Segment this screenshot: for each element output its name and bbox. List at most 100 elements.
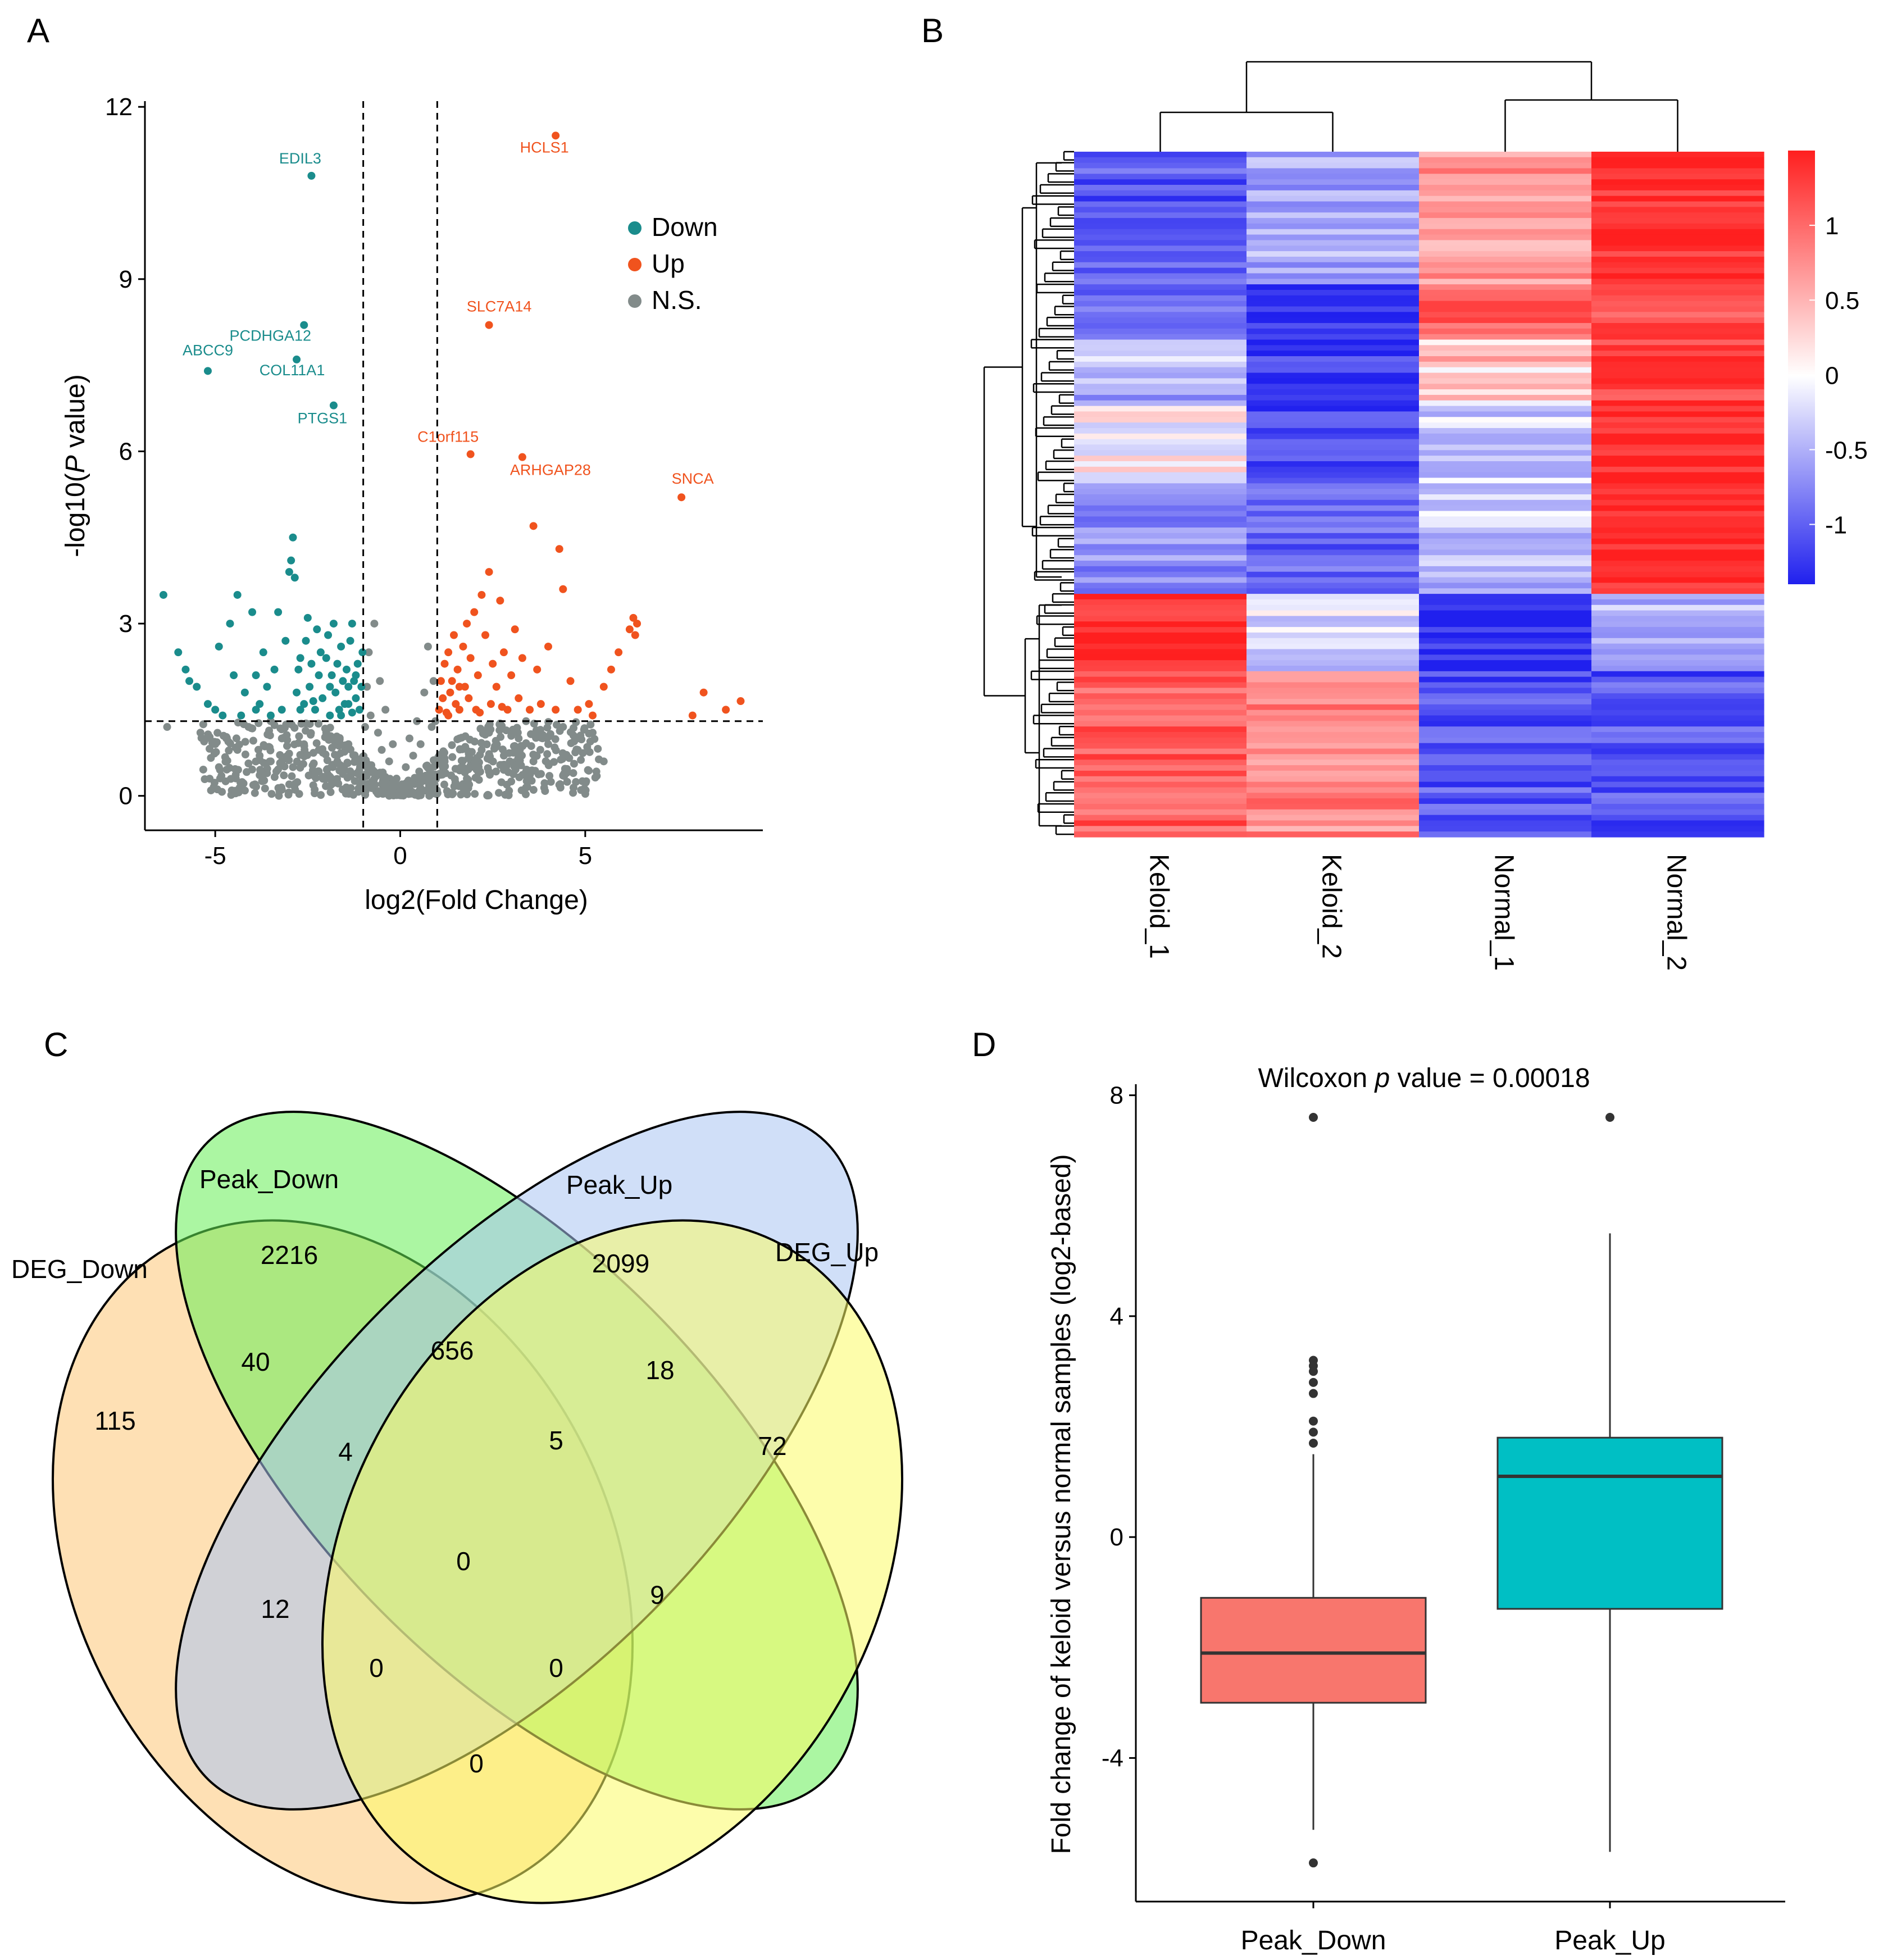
heatmap-cell: [1247, 223, 1420, 230]
heatmap-cell: [1591, 201, 1764, 207]
heatmap-cell: [1591, 461, 1764, 467]
ns-point: [234, 718, 242, 727]
heatmap-cell: [1419, 726, 1592, 733]
heatmap-cell: [1591, 494, 1764, 501]
ns-point: [559, 723, 567, 731]
heatmap-cell: [1247, 671, 1420, 677]
heatmap-cell: [1419, 339, 1592, 345]
heatmap-cell: [1247, 760, 1420, 766]
colorbar-tick-label: -1: [1825, 512, 1847, 539]
heatmap-cell: [1074, 499, 1247, 506]
down-point: [278, 706, 286, 714]
heatmap-cell: [1074, 549, 1247, 556]
ns-point: [315, 745, 323, 754]
down-point: [344, 683, 353, 691]
ns-point: [233, 745, 242, 754]
gene-label: EDIL3: [279, 150, 321, 167]
heatmap-cell: [1074, 760, 1247, 766]
heatmap-cell: [1419, 809, 1592, 816]
heatmap-cell: [1419, 157, 1592, 163]
down-points-layer: [159, 533, 367, 720]
ns-point: [234, 766, 242, 774]
heatmap-cell: [1591, 538, 1764, 545]
ns-point: [211, 740, 220, 748]
heatmap-cell: [1247, 229, 1420, 235]
heatmap-cell: [1074, 621, 1247, 627]
heatmap-plot: Keloid_1 Keloid_2 Normal_1 Normal_2 1 0.5 0 -0…: [983, 61, 1868, 971]
heatmap-cell: [1591, 256, 1764, 263]
heatmap-cell: [1591, 450, 1764, 456]
heatmap-cell: [1419, 334, 1592, 340]
ns-point: [300, 740, 308, 748]
heatmap-cell: [1247, 588, 1420, 594]
heatmap-cell: [1074, 803, 1247, 810]
heatmap-cell: [1074, 372, 1247, 379]
ns-point: [328, 744, 336, 752]
ns-point: [577, 756, 585, 764]
up-point: [507, 671, 516, 680]
legend-label: N.S.: [652, 285, 702, 315]
heatmap-cell: [1247, 743, 1420, 749]
gene-label: HCLS1: [520, 139, 569, 156]
up-point: [518, 654, 526, 662]
heatmap-cell: [1247, 483, 1420, 489]
heatmap-cell: [1074, 201, 1247, 207]
heatmap-cell: [1074, 710, 1247, 716]
heatmap-cell: [1419, 627, 1592, 633]
ns-point: [249, 781, 257, 789]
up-point: [526, 706, 534, 714]
heatmap-cell: [1591, 715, 1764, 721]
y-tick-label: 0: [1110, 1524, 1123, 1551]
ns-point: [429, 788, 437, 796]
heatmap-cell: [1247, 583, 1420, 589]
heatmap-cell: [1074, 301, 1247, 307]
venn-ellipses: [52, 1111, 903, 1904]
ns-point: [280, 762, 289, 771]
heatmap-cell: [1247, 472, 1420, 479]
down-point: [348, 708, 356, 717]
down-point: [233, 590, 242, 599]
up-point: [446, 688, 454, 697]
heatmap-cell: [1591, 323, 1764, 329]
up-point: [450, 631, 458, 639]
heatmap-cell: [1247, 682, 1420, 688]
ns-point: [254, 745, 262, 754]
down-point: [329, 620, 338, 628]
ns-point: [222, 734, 230, 743]
down-point: [313, 625, 321, 634]
ns-point: [544, 760, 552, 768]
heatmap-cell: [1247, 494, 1420, 501]
heatmap-cell: [1247, 489, 1420, 495]
heatmap-cell: [1419, 721, 1592, 727]
ns-point: [484, 790, 492, 799]
up-point: [566, 677, 575, 685]
heatmap-cell: [1074, 439, 1247, 445]
venn-region-count: 18: [645, 1356, 674, 1385]
heatmap-cell: [1591, 638, 1764, 644]
heatmap-cell: [1591, 726, 1764, 733]
heatmap-cell: [1419, 527, 1592, 534]
heatmap-cell: [1591, 793, 1764, 799]
up-point: [585, 700, 593, 708]
heatmap-cell: [1074, 444, 1247, 451]
heatmap-cell: [1419, 489, 1592, 495]
ns-point: [448, 753, 457, 761]
ns-point: [471, 774, 480, 782]
heatmap-cell: [1591, 262, 1764, 269]
ns-point: [529, 757, 538, 766]
heatmap-cell: [1591, 284, 1764, 290]
heatmap-cell: [1419, 356, 1592, 362]
colorbar-tick-label: -0.5: [1825, 436, 1868, 464]
y-tick-label: 6: [119, 438, 133, 465]
heatmap-cell: [1591, 577, 1764, 584]
up-point: [625, 625, 634, 634]
heatmap-cell: [1419, 466, 1592, 473]
heatmap-cell: [1419, 571, 1592, 578]
ns-point: [580, 724, 589, 733]
heatmap-cell: [1419, 207, 1592, 213]
ns-point: [552, 746, 560, 754]
ns-point: [389, 740, 397, 748]
up-point: [465, 694, 473, 702]
down-point: [357, 683, 366, 691]
heatmap-cell: [1591, 798, 1764, 804]
